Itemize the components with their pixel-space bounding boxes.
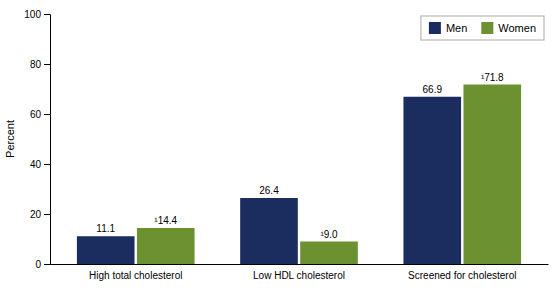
data-label: ¹71.8 — [481, 72, 504, 83]
y-tick-label: 60 — [30, 109, 42, 120]
y-tick-label: 20 — [30, 209, 42, 220]
x-tick-label: Screened for cholesterol — [408, 270, 516, 281]
legend-frame — [421, 16, 544, 40]
x-tick: High total cholesterol — [89, 264, 182, 281]
bar — [300, 242, 358, 265]
bar — [137, 228, 195, 264]
y-tick-label: 100 — [24, 9, 41, 20]
data-label: 26.4 — [259, 185, 279, 196]
y-tick: 0 — [35, 259, 50, 270]
data-label: 66.9 — [423, 84, 443, 95]
bars — [77, 85, 521, 265]
bar — [463, 85, 521, 265]
y-tick: 80 — [30, 59, 50, 70]
legend-swatch — [429, 22, 441, 34]
legend: Men Women — [421, 16, 544, 40]
x-axis: High total cholesterol Low HDL cholestero… — [51, 264, 549, 281]
legend-label: Women — [498, 22, 536, 34]
y-tick-label: 0 — [35, 259, 41, 270]
y-tick-mark — [44, 14, 50, 15]
legend-item: Women — [481, 22, 536, 34]
y-tick-label: 80 — [30, 59, 42, 70]
legend-label: Men — [446, 22, 467, 34]
y-tick: 100 — [24, 9, 50, 20]
y-tick-mark — [44, 164, 50, 165]
axis-domain — [44, 15, 51, 265]
x-tick-label: High total cholesterol — [89, 270, 182, 281]
data-label: 11.1 — [96, 223, 115, 234]
data-label: ¹9.0 — [320, 229, 338, 240]
chart: 11.1 26.4 66.9 ¹14.4 ¹9.0 ¹71.8 High total cho… — [0, 0, 560, 294]
y-tick-label: 40 — [30, 159, 42, 170]
y-axis: 0 20 40 60 80 100 — [24, 9, 50, 270]
y-tick: 20 — [30, 209, 50, 220]
legend-item: Men — [429, 22, 467, 34]
y-tick-mark — [44, 114, 50, 115]
x-tick-label: Low HDL cholesterol — [253, 270, 345, 281]
x-tick: Screened for cholesterol — [408, 264, 516, 281]
y-tick: 40 — [30, 159, 50, 170]
bar — [77, 236, 135, 264]
plot: 11.1 26.4 66.9 ¹14.4 ¹9.0 ¹71.8 High total cho… — [24, 9, 548, 281]
axis-domain — [51, 264, 549, 265]
x-tick: Low HDL cholesterol — [253, 264, 345, 281]
y-tick-mark — [44, 214, 50, 215]
y-axis-title: Percent — [4, 120, 16, 158]
bar — [403, 97, 461, 264]
data-labels: 11.1 26.4 66.9 ¹14.4 ¹9.0 ¹71.8 — [96, 72, 504, 240]
data-label: ¹14.4 — [154, 215, 177, 226]
y-tick: 60 — [30, 109, 50, 120]
y-tick-mark — [44, 264, 50, 265]
bar — [240, 198, 298, 264]
y-tick-mark — [44, 64, 50, 65]
legend-swatch — [481, 22, 493, 34]
